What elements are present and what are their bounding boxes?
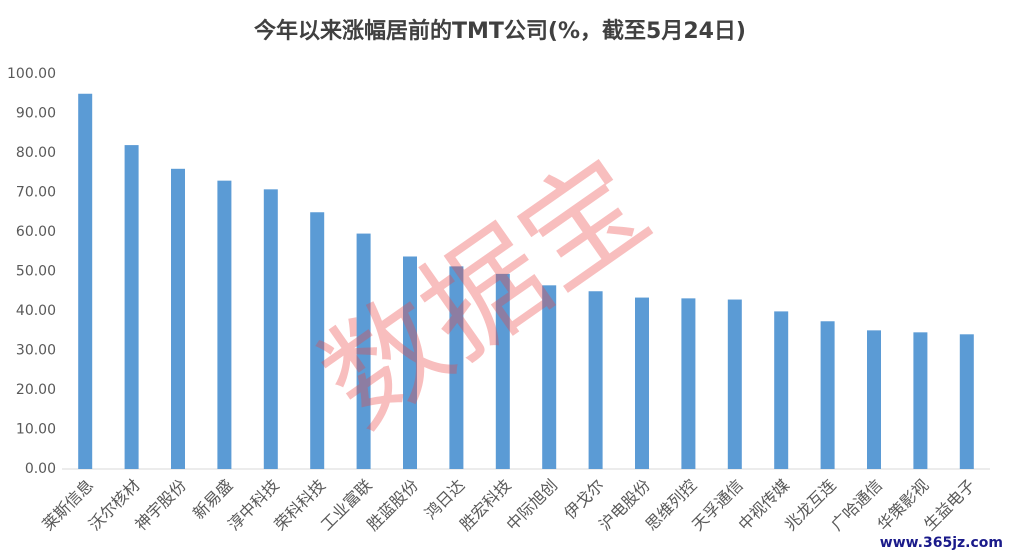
y-tick-label: 100.00: [7, 66, 56, 82]
bar: [403, 256, 417, 469]
bar: [635, 297, 649, 469]
x-tick-label: 胜蓝股份: [363, 476, 422, 535]
bar: [449, 266, 464, 469]
bar: [727, 299, 742, 469]
bar: [171, 168, 185, 470]
bar: [913, 332, 928, 469]
y-tick-label: 30.00: [16, 343, 56, 359]
y-tick-label: 60.00: [16, 224, 56, 240]
chart-title: 今年以来涨幅居前的TMT公司(%，截至5月24日): [254, 18, 746, 44]
y-tick-label: 70.00: [16, 185, 56, 201]
bar: [124, 145, 139, 469]
y-tick-label: 20.00: [16, 382, 56, 398]
bar: [310, 212, 325, 469]
bar: [681, 298, 696, 469]
watermark: 数据宝: [298, 133, 673, 453]
y-tick-label: 40.00: [16, 303, 56, 319]
bar: [542, 285, 557, 469]
x-tick-label: 中际旭创: [503, 476, 562, 535]
y-tick-label: 50.00: [16, 264, 56, 280]
bar: [959, 334, 974, 469]
x-tick-label: 神宇股份: [131, 476, 190, 535]
y-tick-label: 10.00: [16, 422, 56, 438]
bar: [263, 189, 278, 469]
bar: [356, 233, 371, 469]
bar: [495, 273, 510, 469]
x-tick-label: 生益电子: [920, 476, 979, 535]
bar: [588, 291, 603, 469]
y-tick-label: 80.00: [16, 145, 56, 161]
bar: [774, 311, 789, 469]
y-tick-label: 0.00: [25, 461, 56, 477]
bar: [820, 321, 835, 469]
source-mark: www.365jz.com: [880, 535, 1003, 551]
bar: [867, 330, 881, 469]
bar: [217, 180, 232, 469]
bar: [78, 93, 93, 469]
y-tick-label: 90.00: [16, 106, 56, 122]
